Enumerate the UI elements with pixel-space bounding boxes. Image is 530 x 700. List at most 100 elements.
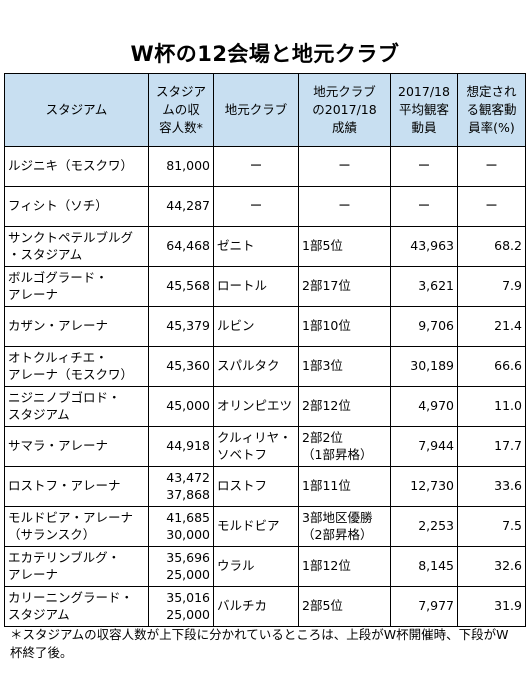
cell-text: 30,189: [410, 358, 454, 374]
attendance-cell: 7,977: [390, 586, 458, 627]
cell-text: ー: [338, 198, 351, 214]
cell-text: スタジアム: [8, 406, 70, 422]
cell-text: 2部2位: [302, 430, 343, 446]
rate-cell: 33.6: [457, 466, 526, 507]
cell-text: 43,472: [166, 470, 210, 486]
stadium-cell: エカテリンブルグ・ アレーナ: [4, 546, 149, 587]
rate-cell: 11.0: [457, 386, 526, 427]
rate-cell: 21.4: [457, 306, 526, 347]
page-title: W杯の12会場と地元クラブ: [130, 42, 400, 66]
table-row: ロストフ・アレーナ 43,472 37,868 ロストフ 1部11位 12,730 33.6: [4, 466, 526, 507]
attendance-cell: 9,706: [390, 306, 458, 347]
cell-text: 33.6: [494, 478, 522, 494]
table-row: ボルゴグラード・ アレーナ 45,568 ロートル 2部17位 3,621 7.9: [4, 266, 526, 307]
capacity-cell: 45,000: [148, 386, 214, 427]
result-cell: 3部地区優勝 （2部昇格）: [298, 506, 391, 547]
attendance-cell: 7,944: [390, 426, 458, 467]
cell-text: （サランスク）: [8, 526, 96, 542]
cell-text: 1部5位: [302, 238, 343, 254]
header-attendance-rate: 想定され る観客動 員率(%): [457, 73, 526, 147]
cell-text: 2部5位: [302, 598, 343, 614]
club-cell: スパルタク: [213, 346, 299, 387]
club-cell: バルチカ: [213, 586, 299, 627]
capacity-cell: 44,918: [148, 426, 214, 467]
cell-text: ー: [417, 158, 431, 174]
cell-text: 2部12位: [302, 398, 351, 414]
stadium-cell: オトクルィチエ・ アレーナ（モスクワ）: [4, 346, 149, 387]
header-club-result: 地元クラブ の2017/18 成績: [298, 73, 391, 147]
stadium-cell: フィシト（ソチ）: [4, 186, 149, 227]
attendance-cell: ー: [390, 146, 458, 187]
cell-text: ソベトフ: [217, 446, 268, 462]
cell-text: ー: [338, 158, 351, 174]
cell-text: バルチカ: [217, 598, 268, 614]
cell-text: 11.0: [494, 398, 522, 414]
cell-text: 25,000: [166, 606, 210, 622]
cell-text: 45,360: [166, 358, 210, 374]
stadium-cell: カザン・アレーナ: [4, 306, 149, 347]
capacity-cell: 64,468: [148, 226, 214, 267]
cell-text: （2部昇格）: [302, 526, 373, 542]
cell-text: ー: [249, 198, 263, 214]
cell-text: モルドビア・アレーナ: [8, 510, 134, 526]
cell-text: オリンピエツ: [217, 398, 293, 414]
cell-text: エカテリンブルグ・: [8, 550, 121, 566]
cell-text: 2,253: [418, 518, 454, 534]
capacity-cell: 41,685 30,000: [148, 506, 214, 547]
cell-text: 37,868: [166, 486, 210, 502]
cell-text: ー: [249, 158, 263, 174]
club-cell: ゼニト: [213, 226, 299, 267]
cell-text: フィシト（ソチ）: [8, 198, 108, 214]
cell-text: ゼニト: [217, 238, 255, 254]
club-cell: モルドビア: [213, 506, 299, 547]
rate-cell: 17.7: [457, 426, 526, 467]
rate-cell: ー: [457, 186, 526, 227]
rate-cell: 31.9: [457, 586, 526, 627]
table-row: オトクルィチエ・ アレーナ（モスクワ） 45,360 スパルタク 1部3位 30,189 6…: [4, 346, 526, 387]
stadium-cell: カリーニングラード・ スタジアム: [4, 586, 149, 627]
capacity-cell: 43,472 37,868: [148, 466, 214, 507]
header-local-club: 地元クラブ: [213, 73, 299, 147]
cell-text: （1部昇格）: [302, 446, 373, 462]
table-row: ルジニキ（モスクワ） 81,000 ー ー ー ー: [4, 146, 526, 187]
attendance-cell: 12,730: [390, 466, 458, 507]
attendance-cell: 8,145: [390, 546, 458, 587]
cell-text: 43,963: [410, 238, 454, 254]
cell-text: 1部10位: [302, 318, 351, 334]
cell-text: 44,918: [166, 438, 210, 454]
cell-text: オトクルィチエ・: [8, 350, 108, 366]
table-row: モルドビア・アレーナ （サランスク） 41,685 30,000 モルドビア 3部地区優勝…: [4, 506, 526, 547]
table-row: フィシト（ソチ） 44,287 ー ー ー ー: [4, 186, 526, 227]
cell-text: ルジニキ（モスクワ）: [8, 158, 134, 174]
capacity-cell: 35,016 25,000: [148, 586, 214, 627]
cell-text: 35,016: [166, 590, 210, 606]
cell-text: アレーナ: [8, 566, 59, 582]
stadium-cell: ボルゴグラード・ アレーナ: [4, 266, 149, 307]
club-cell: ロストフ: [213, 466, 299, 507]
cell-text: 64,468: [166, 238, 210, 254]
cell-text: カリーニングラード・: [8, 590, 134, 606]
stadium-cell: サマラ・アレーナ: [4, 426, 149, 467]
cell-text: スパルタク: [217, 358, 280, 374]
result-cell: 1部12位: [298, 546, 391, 587]
stadium-cell: ニジニノブゴロド・ スタジアム: [4, 386, 149, 427]
cell-text: 7.9: [502, 278, 522, 294]
cell-text: ロートル: [217, 278, 268, 294]
club-cell: ロートル: [213, 266, 299, 307]
cell-text: モルドビア: [217, 518, 280, 534]
cell-text: ー: [485, 158, 498, 174]
cell-text: 45,568: [166, 278, 210, 294]
rate-cell: 32.6: [457, 546, 526, 587]
result-cell: ー: [298, 186, 391, 227]
cell-text: 9,706: [418, 318, 454, 334]
rate-cell: ー: [457, 146, 526, 187]
cell-text: 32.6: [494, 558, 522, 574]
cell-text: クルィリヤ・: [217, 430, 292, 446]
capacity-cell: 45,360: [148, 346, 214, 387]
capacity-cell: 35,696 25,000: [148, 546, 214, 587]
attendance-cell: 43,963: [390, 226, 458, 267]
rate-cell: 7.5: [457, 506, 526, 547]
club-cell: ー: [213, 186, 299, 227]
cell-text: 3部地区優勝: [302, 510, 373, 526]
stadium-cell: モルドビア・アレーナ （サランスク）: [4, 506, 149, 547]
